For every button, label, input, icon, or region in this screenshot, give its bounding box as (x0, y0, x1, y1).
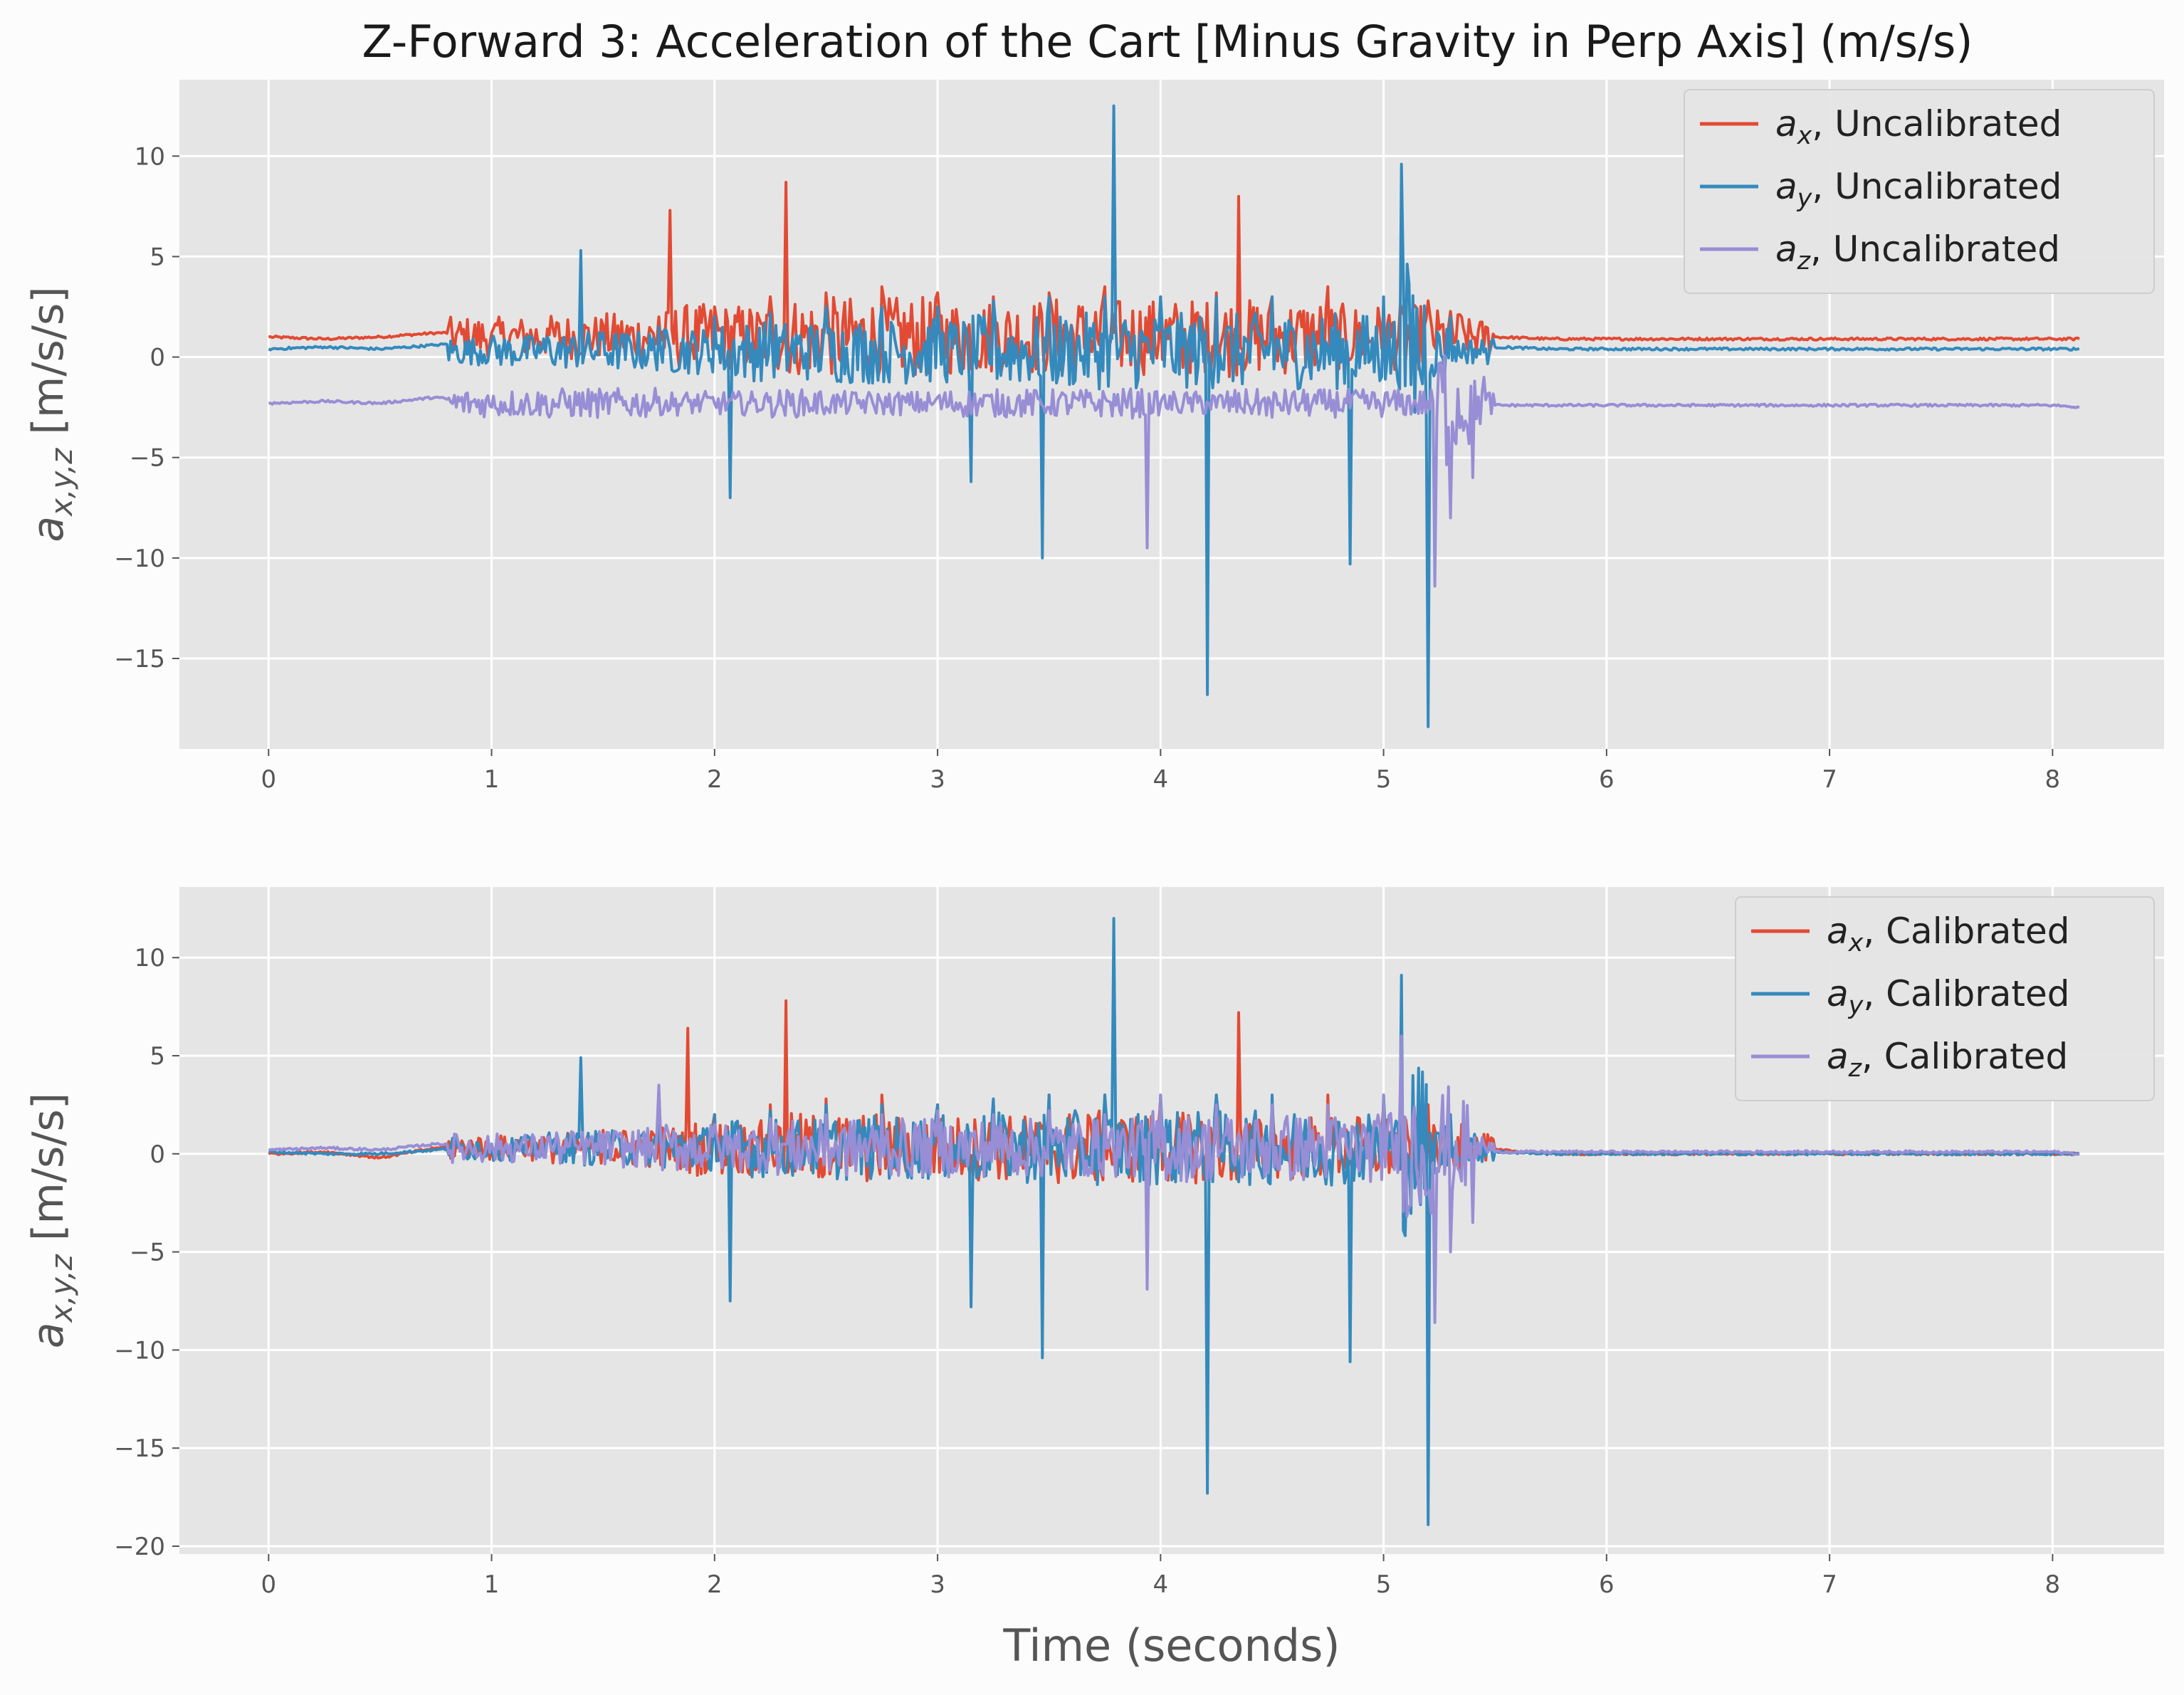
legend-label: ay, Calibrated (1827, 973, 2070, 1020)
x-tick-label: 5 (1376, 1570, 1392, 1599)
legend-label: az, Calibrated (1827, 1036, 2068, 1083)
x-tick-label: 2 (707, 1570, 723, 1599)
y-tick-label: 10 (135, 944, 165, 972)
y-tick-label: −15 (114, 645, 165, 673)
x-tick-label: 5 (1376, 765, 1392, 794)
x-tick-label: 0 (261, 1570, 276, 1599)
legend-item: az, Calibrated (1751, 1036, 2068, 1083)
legend-box (1735, 896, 2155, 1101)
y-tick-label: 5 (149, 243, 165, 271)
x-tick-label: 3 (930, 765, 945, 794)
legend-label: az, Uncalibrated (1775, 229, 2060, 275)
x-tick-label: 4 (1153, 765, 1169, 794)
series-line-z (268, 354, 2080, 588)
y-axis-label: ax,y,z [m/s/s] (23, 1093, 79, 1348)
legend-item: ax, Calibrated (1751, 911, 2070, 957)
legend-item: ay, Calibrated (1751, 973, 2070, 1020)
x-tick-label: 7 (1822, 765, 1837, 794)
y-tick-label: −5 (130, 444, 165, 473)
legend-box (1684, 89, 2155, 294)
top-subplot: 0 1 2 3 4 5 6 7 8 −15 −10 −5 0 5 10 ax, Uncalibrated ay,… (23, 80, 2164, 794)
legend: ax, Uncalibrated ay, Uncalibrated az, Unca… (1684, 89, 2155, 294)
legend-label: ax, Uncalibrated (1775, 103, 2062, 150)
legend: ax, Calibrated ay, Calibrated az, Calibrat… (1735, 896, 2155, 1101)
x-tick-label: 4 (1153, 1570, 1169, 1599)
y-tick-label: −10 (114, 1336, 165, 1365)
x-tick-label: 7 (1822, 1570, 1837, 1599)
x-tick-label: 6 (1599, 765, 1615, 794)
legend-item: az, Uncalibrated (1700, 229, 2060, 275)
y-tick-label: −10 (114, 545, 165, 573)
bottom-subplot: 0 1 2 3 4 5 6 7 8 −20 −15 −10 −5 0 5 10 ax, Calibrated ay… (23, 887, 2164, 1672)
x-tick-label: 8 (2045, 1570, 2061, 1599)
y-tick-label: 0 (149, 344, 165, 372)
y-tick-label: 0 (149, 1140, 165, 1169)
figure-title: Z-Forward 3: Acceleration of the Cart [M… (362, 16, 1973, 68)
x-tick-label: 3 (930, 1570, 945, 1599)
legend-label: ay, Uncalibrated (1775, 166, 2062, 213)
legend-item: ay, Uncalibrated (1700, 166, 2062, 213)
y-tick-label: 10 (135, 142, 165, 171)
y-tick-label: 5 (149, 1042, 165, 1071)
y-tick-label: −15 (114, 1434, 165, 1463)
x-axis-label: Time (seconds) (1002, 1620, 1340, 1672)
x-tick-label: 8 (2045, 765, 2061, 794)
legend-label: ax, Calibrated (1827, 911, 2070, 957)
y-axis-label: ax,y,z [m/s/s] (23, 286, 79, 542)
x-tick-label: 2 (707, 765, 723, 794)
series-line-y (268, 104, 2079, 728)
legend-item: ax, Uncalibrated (1700, 103, 2062, 150)
x-tick-label: 1 (484, 1570, 500, 1599)
y-tick-label: −5 (130, 1239, 165, 1267)
y-tick-label: −20 (114, 1533, 165, 1561)
x-tick-label: 6 (1599, 1570, 1615, 1599)
x-tick-label: 1 (484, 765, 500, 794)
x-tick-label: 0 (261, 765, 276, 794)
series-line-z (268, 1034, 2080, 1324)
